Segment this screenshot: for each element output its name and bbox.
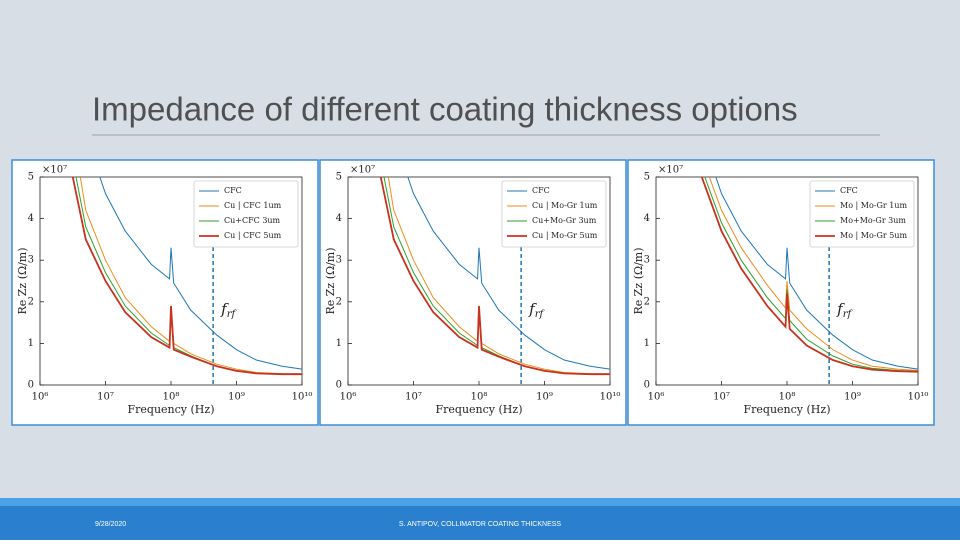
x-tick-label: 10¹⁰ bbox=[600, 392, 621, 403]
frf-label: frf bbox=[220, 300, 237, 320]
x-tick-label: 10⁶ bbox=[32, 392, 49, 403]
series-group bbox=[379, 177, 610, 385]
y-tick-label: 0 bbox=[28, 380, 34, 391]
x-tick-label: 10⁶ bbox=[648, 392, 665, 403]
frf-label-sub: rf bbox=[535, 309, 546, 320]
y-axis-label: Re Zz (Ω/m) bbox=[324, 247, 337, 314]
series-line bbox=[708, 177, 918, 371]
y-tick-label: 1 bbox=[28, 338, 34, 349]
chart-panel: 0 1 2 3 4 5 10⁶ 10⁷ 10⁸ 10⁹ 10¹⁰ ×10⁷ Frequency (Hz)… bbox=[627, 159, 935, 426]
y-multiplier: ×10⁷ bbox=[350, 165, 375, 176]
legend-label: Cu+CFC 3um bbox=[224, 216, 281, 225]
x-tick-label: 10⁷ bbox=[405, 392, 422, 403]
x-tick-label: 10⁹ bbox=[536, 392, 553, 403]
y-axis-label: Re Zz (Ω/m) bbox=[632, 247, 645, 314]
y-tick-label: 2 bbox=[28, 296, 34, 307]
legend-box bbox=[809, 180, 915, 248]
footer-bar bbox=[0, 506, 960, 540]
x-axis-label: Frequency (Hz) bbox=[436, 403, 523, 416]
series-line bbox=[715, 177, 918, 370]
frf-label: frf bbox=[528, 300, 545, 320]
legend-label: CFC bbox=[224, 186, 242, 195]
frf-label: frf bbox=[836, 300, 853, 320]
series-line bbox=[71, 177, 302, 376]
x-tick-label: 10⁶ bbox=[340, 392, 357, 403]
y-tick-label: 1 bbox=[644, 338, 650, 349]
frf-label-sub: rf bbox=[843, 309, 854, 320]
legend-box bbox=[501, 180, 607, 248]
x-tick-label: 10¹⁰ bbox=[292, 392, 313, 403]
legend-box bbox=[193, 180, 299, 248]
series-group bbox=[700, 177, 918, 385]
frf-label-main: f bbox=[528, 300, 537, 318]
x-axis-label: Frequency (Hz) bbox=[744, 403, 831, 416]
series-line bbox=[704, 177, 918, 372]
legend-label: CFC bbox=[532, 186, 550, 195]
series-line bbox=[99, 177, 302, 370]
x-tick-label: 10⁸ bbox=[471, 392, 488, 403]
y-tick-label: 5 bbox=[644, 172, 650, 183]
x-axis-label: Frequency (Hz) bbox=[128, 403, 215, 416]
footer-strip bbox=[0, 498, 960, 506]
chart-panel: 0 1 2 3 4 5 10⁶ 10⁷ 10⁸ 10⁹ 10¹⁰ ×10⁷ Frequency (Hz)… bbox=[11, 159, 319, 426]
y-tick-label: 0 bbox=[644, 380, 650, 391]
y-tick-label: 4 bbox=[336, 213, 342, 224]
legend-label: CFC bbox=[840, 186, 858, 195]
x-tick-label: 10⁹ bbox=[228, 392, 245, 403]
legend-label: Cu | Mo-Gr 1um bbox=[532, 201, 598, 210]
frf-label-main: f bbox=[220, 300, 229, 318]
x-tick-label: 10⁹ bbox=[844, 392, 861, 403]
series-group bbox=[71, 177, 302, 385]
x-tick-label: 10⁸ bbox=[163, 392, 180, 403]
legend-label: Cu | CFC 1um bbox=[224, 201, 282, 210]
legend-label: Cu | Mo-Gr 5um bbox=[532, 231, 598, 240]
footer-date: 9/28/2020 bbox=[95, 521, 126, 528]
frf-label-sub: rf bbox=[227, 309, 238, 320]
frf-label-main: f bbox=[836, 300, 845, 318]
chart-panel: 0 1 2 3 4 5 10⁶ 10⁷ 10⁸ 10⁹ 10¹⁰ ×10⁷ Frequency (Hz)… bbox=[319, 159, 627, 426]
y-tick-label: 5 bbox=[336, 172, 342, 183]
y-tick-label: 5 bbox=[28, 172, 34, 183]
legend-label: Mo | Mo-Gr 1um bbox=[840, 201, 908, 210]
footer-text: S. ANTIPOV, COLLIMATOR COATING THICKNESS bbox=[399, 521, 562, 528]
x-tick-label: 10⁸ bbox=[779, 392, 796, 403]
y-tick-label: 4 bbox=[28, 213, 34, 224]
y-tick-label: 3 bbox=[336, 255, 342, 266]
legend-label: Mo+Mo-Gr 3um bbox=[840, 216, 906, 225]
y-axis-label: Re Zz (Ω/m) bbox=[16, 247, 29, 314]
y-tick-label: 0 bbox=[336, 380, 342, 391]
y-multiplier: ×10⁷ bbox=[42, 165, 67, 176]
x-tick-label: 10⁷ bbox=[97, 392, 114, 403]
series-line bbox=[407, 177, 610, 370]
y-tick-label: 2 bbox=[336, 296, 342, 307]
x-tick-label: 10⁷ bbox=[713, 392, 730, 403]
y-tick-label: 3 bbox=[28, 255, 34, 266]
y-tick-label: 4 bbox=[644, 213, 650, 224]
y-multiplier: ×10⁷ bbox=[658, 165, 683, 176]
y-tick-label: 2 bbox=[644, 296, 650, 307]
legend-label: Cu+Mo-Gr 3um bbox=[532, 216, 597, 225]
series-line bbox=[700, 177, 918, 373]
legend-label: Mo | Mo-Gr 5um bbox=[840, 231, 908, 240]
y-tick-label: 1 bbox=[336, 338, 342, 349]
slide-title: Impedance of different coating thickness… bbox=[92, 91, 798, 128]
y-tick-label: 3 bbox=[644, 255, 650, 266]
x-tick-label: 10¹⁰ bbox=[908, 392, 929, 403]
series-line bbox=[379, 177, 610, 376]
legend-label: Cu | CFC 5um bbox=[224, 231, 282, 240]
